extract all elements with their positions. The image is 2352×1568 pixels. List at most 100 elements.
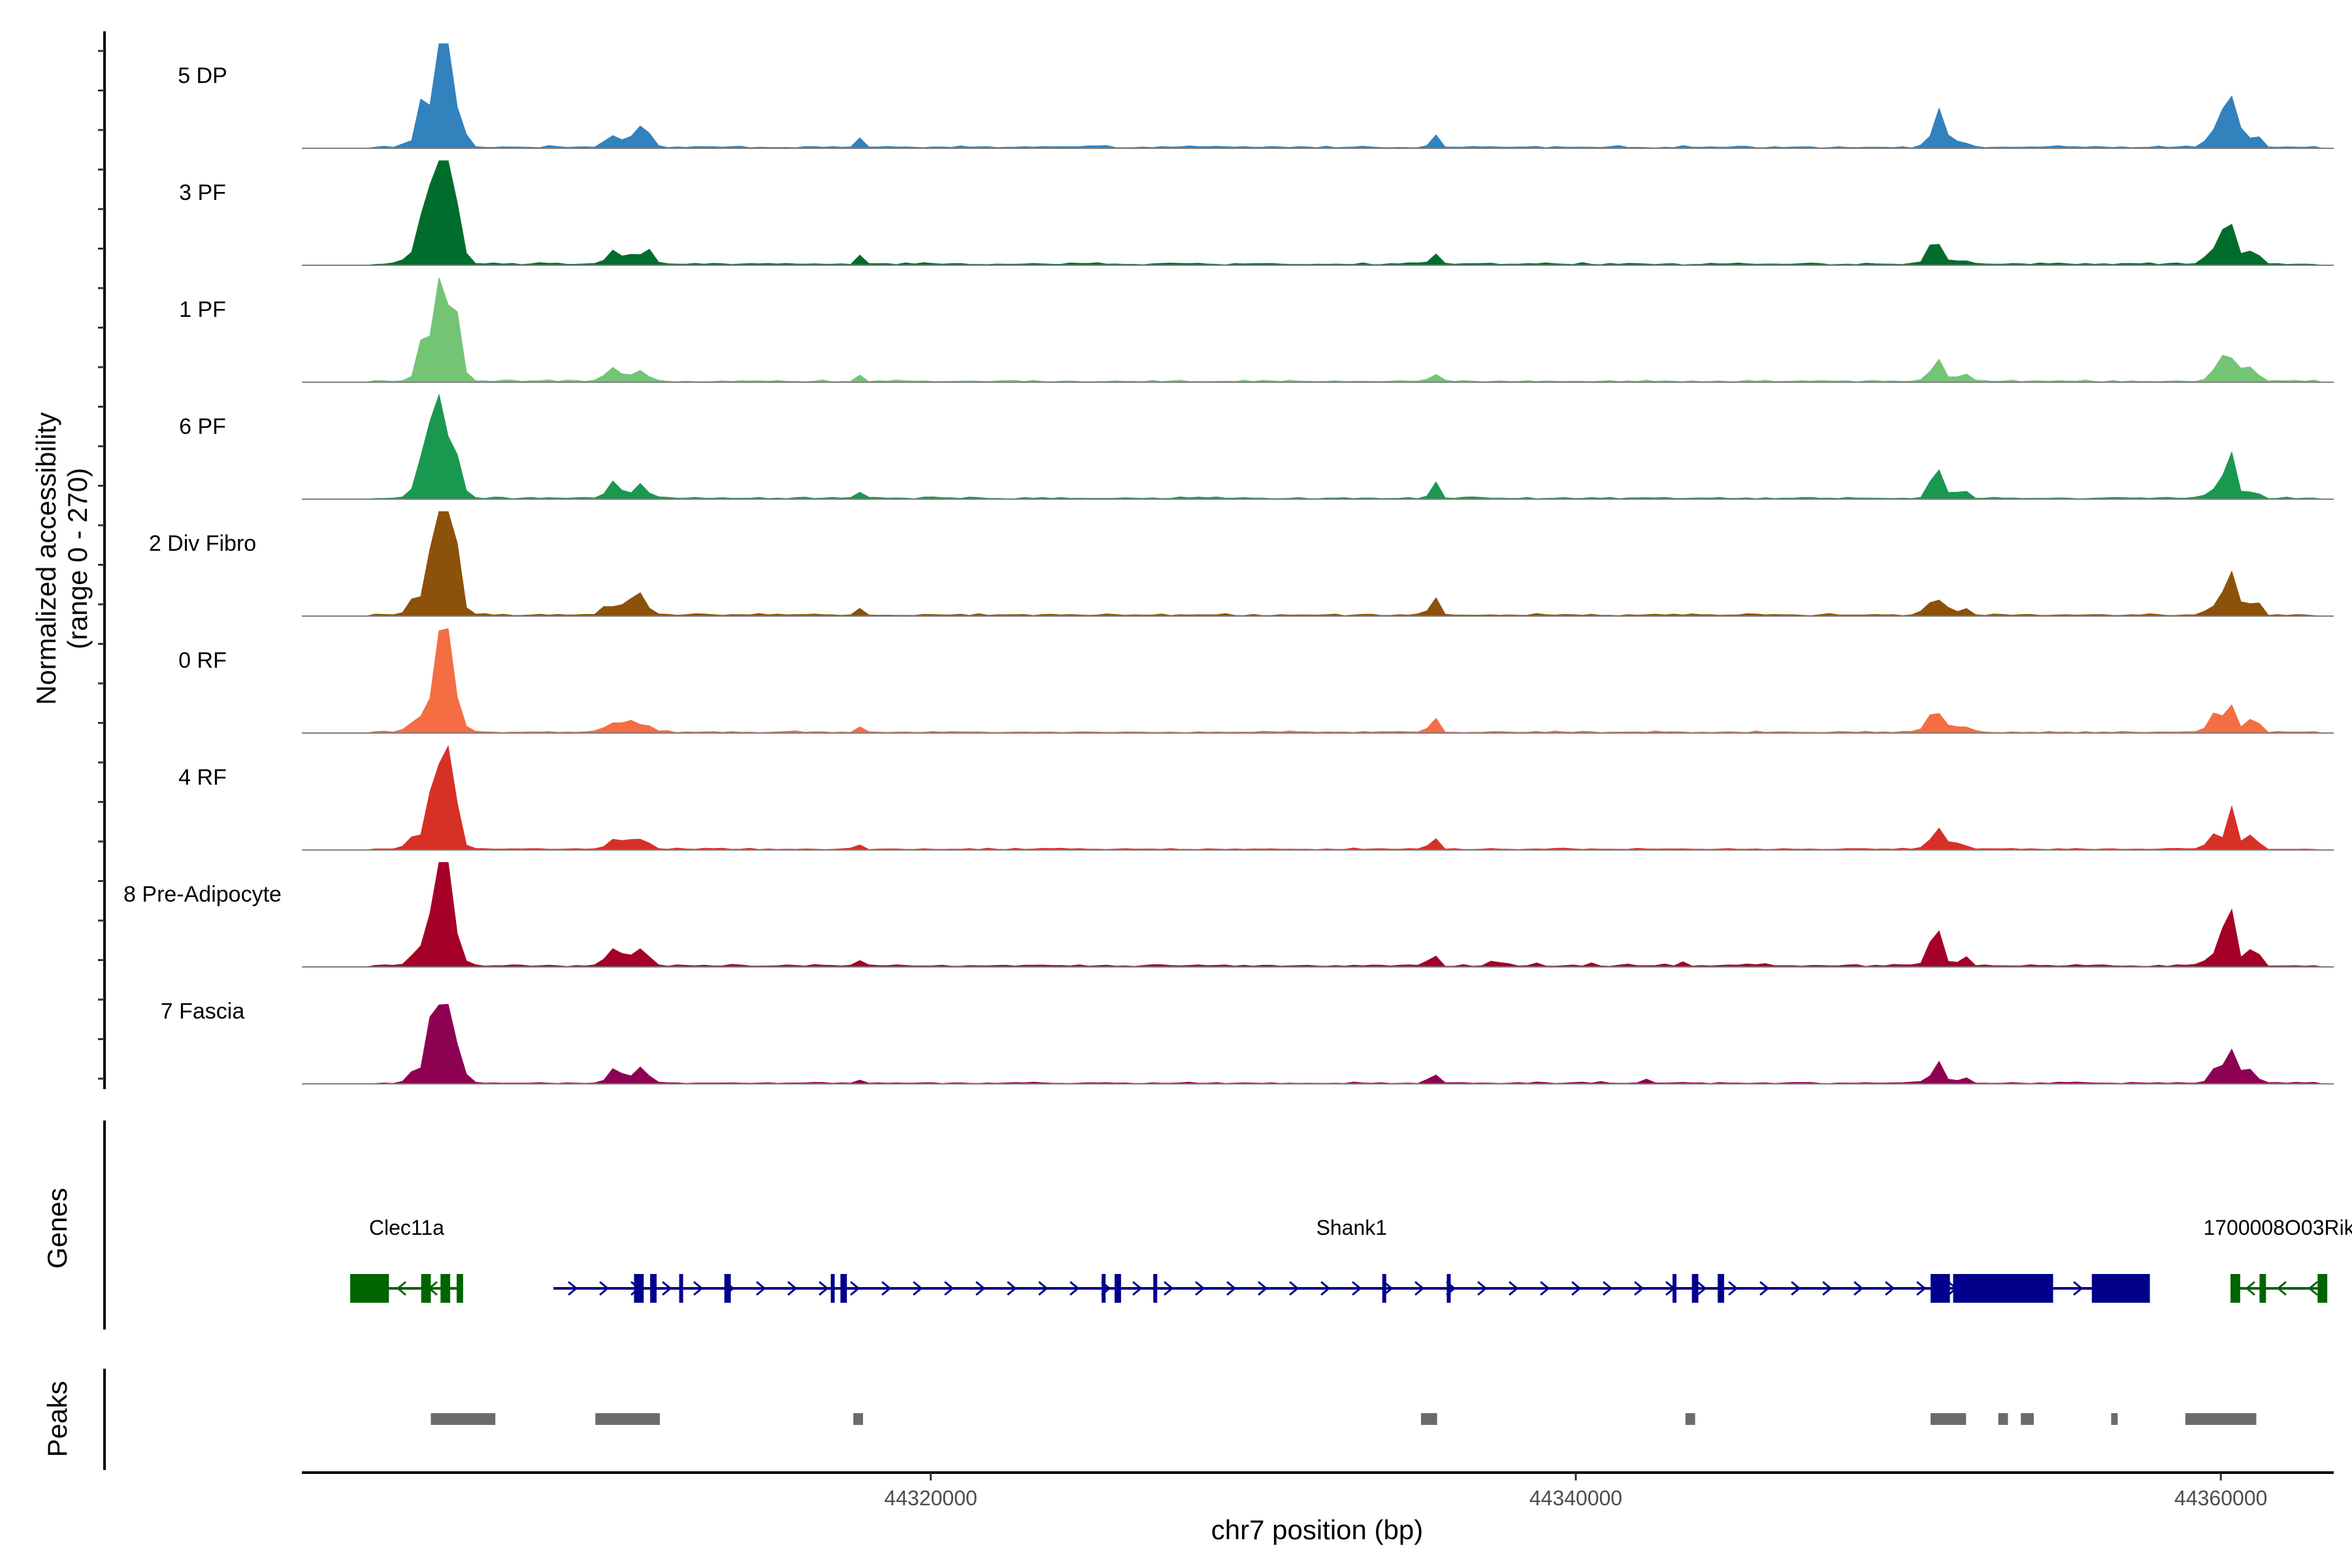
strand-arrow [819,1281,829,1296]
x-tick-label: 44360000 [2174,1486,2267,1510]
y-axis-range: (range 0 - 270) [62,468,93,649]
coverage-area-8-pre-adipocyte [302,862,2334,968]
gene-track: Clec11a Shank1 1700008O03Rik [103,1120,2352,1330]
strand-arrow [1634,1281,1644,1296]
strand-arrow [975,1281,986,1296]
gene-exon [2317,1274,2328,1303]
strand-arrow [1258,1281,1268,1296]
peak-region [595,1413,660,1425]
gene-exon [1691,1274,1699,1303]
strand-arrow [1571,1281,1582,1296]
strand-arrow [599,1281,610,1296]
gene-exon [1102,1274,1106,1303]
y-axis [98,31,106,1089]
track-label: 6 PF [179,414,226,439]
strand-arrow [1352,1281,1362,1296]
strand-arrow [1164,1281,1174,1296]
x-axis-title: chr7 position (bp) [1211,1514,1424,1545]
strand-arrow [1697,1281,1707,1296]
track-label: 4 RF [178,765,227,790]
gene-exon [650,1274,657,1303]
gene-label: 1700008O03Rik [2203,1216,2352,1239]
strand-arrow [1728,1281,1739,1296]
gene-clec11a: Clec11a [350,1216,463,1303]
strand-arrow [1038,1281,1049,1296]
strand-arrow [1007,1281,1017,1296]
strand-arrow [944,1281,955,1296]
strand-arrow [1132,1281,1143,1296]
track-label: 5 DP [178,63,227,88]
strand-arrow [850,1281,860,1296]
strand-arrow [2276,1281,2287,1296]
strand-arrow [913,1281,923,1296]
strand-arrow [1383,1281,1394,1296]
gene-exon [1382,1274,1386,1303]
gene-exon [679,1274,683,1303]
gene-exon [2259,1274,2266,1303]
x-axis: 44320000 44340000 44360000 [302,1471,2334,1510]
gene-exon [830,1274,835,1303]
peak-region [1420,1413,1437,1425]
strand-arrow [1477,1281,1488,1296]
peak-region [431,1413,496,1425]
track-labels: 5 DP 3 PF 1 PF 6 PF 2 Div Fibro 0 RF 4 RF 8 Pre… [123,63,282,1024]
gene-exon [440,1274,451,1303]
strand-arrow [881,1281,892,1296]
gene-exon [421,1274,431,1303]
gene-exon [2230,1274,2240,1303]
strand-arrow [1195,1281,1205,1296]
gene-exon [1446,1274,1451,1303]
gene-exon [2091,1274,2150,1303]
peak-track [103,1369,2257,1470]
track-label: 1 PF [179,297,226,322]
coverage-area-3-pf [302,160,2334,266]
strand-arrow [1854,1281,1864,1296]
strand-arrow [1759,1281,1770,1296]
track-label: 7 Fascia [161,999,245,1024]
peak-region [1685,1413,1695,1425]
track-label: 3 PF [179,180,226,205]
strand-arrow [2245,1281,2255,1296]
strand-arrow [1791,1281,1801,1296]
coverage-area-4-rf [302,745,2334,851]
gene-exon [634,1274,644,1303]
coverage-area-2-div-fibro [302,511,2334,617]
gene-exon [1153,1274,1158,1303]
gene-exon [1115,1274,1121,1303]
x-tick-label: 44320000 [884,1486,977,1510]
strand-arrow [396,1281,407,1296]
strand-arrow [1540,1281,1550,1296]
gene-shank1: Shank1 [553,1216,2150,1303]
gene-exon [1673,1274,1677,1303]
track-label: 0 RF [178,648,227,673]
strand-arrow [662,1281,672,1296]
gene-exon [724,1274,731,1303]
x-tick-label: 44340000 [1529,1486,1622,1510]
peak-track-title: Peaks [42,1381,73,1458]
strand-arrow [1509,1281,1519,1296]
coverage-area-6-pf [302,393,2334,500]
peak-region [2185,1413,2257,1425]
strand-arrow [1320,1281,1331,1296]
coverage-area-0-rf [302,628,2334,734]
strand-arrow [1070,1281,1080,1296]
strand-arrow [1885,1281,1895,1296]
strand-arrow [1414,1281,1425,1296]
y-axis-title: Normalized accessibility [31,412,61,705]
gene-1700008o03rik: 1700008O03Rik [2203,1216,2352,1303]
strand-arrow [1822,1281,1833,1296]
gene-exon [1718,1274,1724,1303]
strand-arrow [568,1281,578,1296]
strand-arrow [756,1281,766,1296]
peak-region [2111,1413,2118,1425]
strand-arrow [1226,1281,1237,1296]
strand-arrow [2073,1281,2083,1296]
coverage-tracks [302,43,2334,1085]
peak-region [2021,1413,2034,1425]
strand-arrow [787,1281,798,1296]
track-label: 8 Pre-Adipocyte [123,882,282,907]
coverage-area-1-pf [302,277,2334,383]
strand-arrow [1916,1281,1927,1296]
